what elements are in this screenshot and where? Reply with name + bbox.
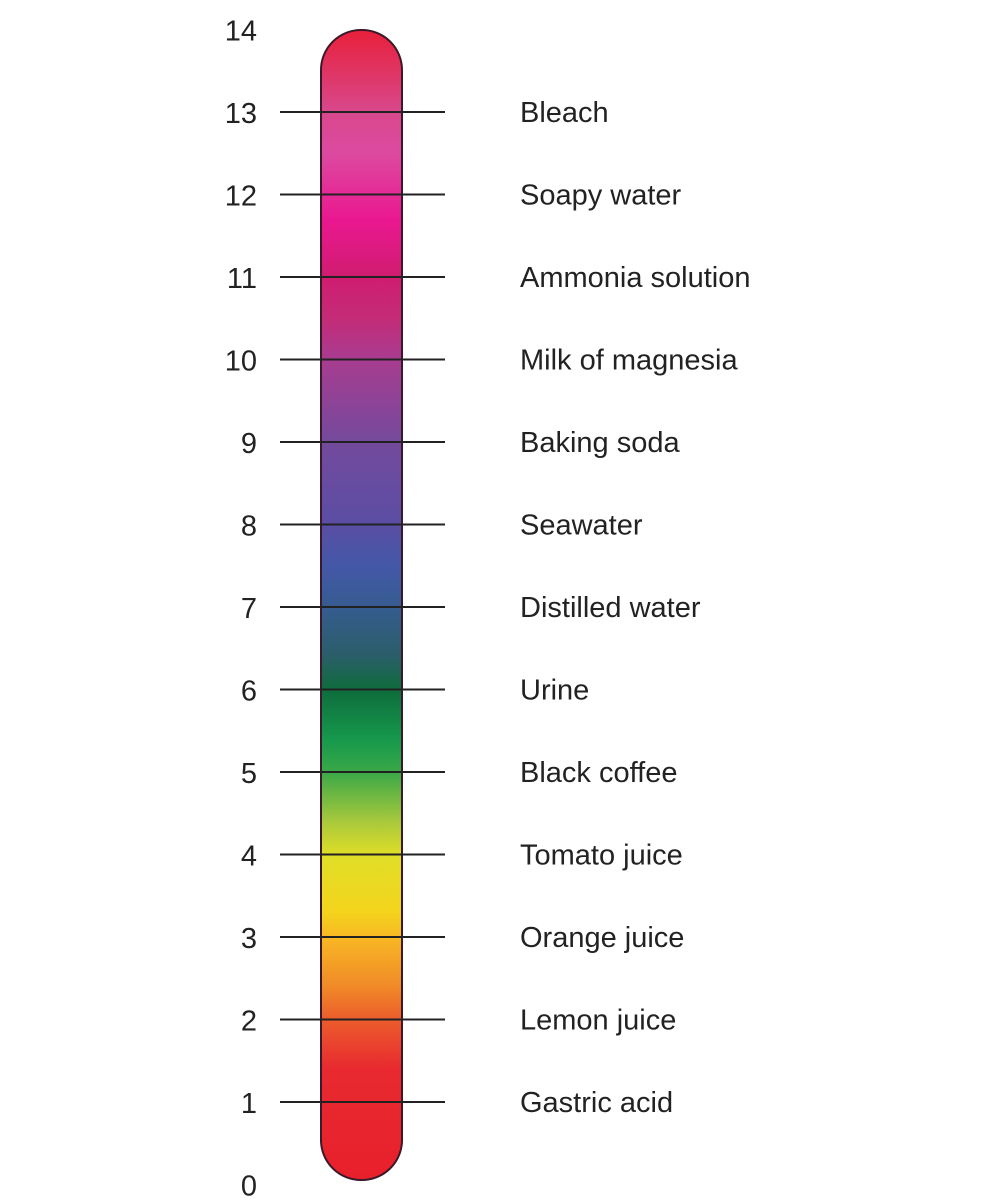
substance-label: Lemon juice [520, 1005, 676, 1037]
substance-label: Urine [520, 675, 589, 707]
ph-tick-label: 10 [225, 346, 257, 378]
ph-tick-label: 13 [225, 98, 257, 130]
substance-label: Tomato juice [520, 840, 683, 872]
ph-tick-label: 2 [241, 1006, 257, 1038]
ph-tick-label: 14 [225, 16, 257, 48]
ph-tick-label: 4 [241, 841, 257, 873]
substance-label: Black coffee [520, 757, 677, 789]
ph-tick-label: 12 [225, 181, 257, 213]
ph-tick-label: 9 [241, 428, 257, 460]
substance-label: Orange juice [520, 922, 684, 954]
ph-tick-label: 11 [227, 263, 257, 295]
substance-label: Distilled water [520, 592, 701, 624]
substance-label: Baking soda [520, 427, 680, 459]
ph-tick-label: 8 [241, 511, 257, 543]
substance-label: Ammonia solution [520, 262, 751, 294]
ph-tick-label: 3 [241, 923, 257, 955]
ph-tick-label: 5 [241, 758, 257, 790]
ph-tick-label: 7 [241, 593, 257, 625]
substance-label: Bleach [520, 97, 609, 129]
substance-label: Seawater [520, 510, 643, 542]
ph-tick-label: 1 [241, 1088, 257, 1120]
ph-tick-label: 6 [241, 676, 257, 708]
ph-tick-label: 0 [241, 1171, 257, 1200]
substance-label: Soapy water [520, 180, 682, 212]
ph-color-bar [320, 29, 403, 1181]
substance-label: Milk of magnesia [520, 345, 738, 377]
substance-label: Gastric acid [520, 1087, 673, 1119]
